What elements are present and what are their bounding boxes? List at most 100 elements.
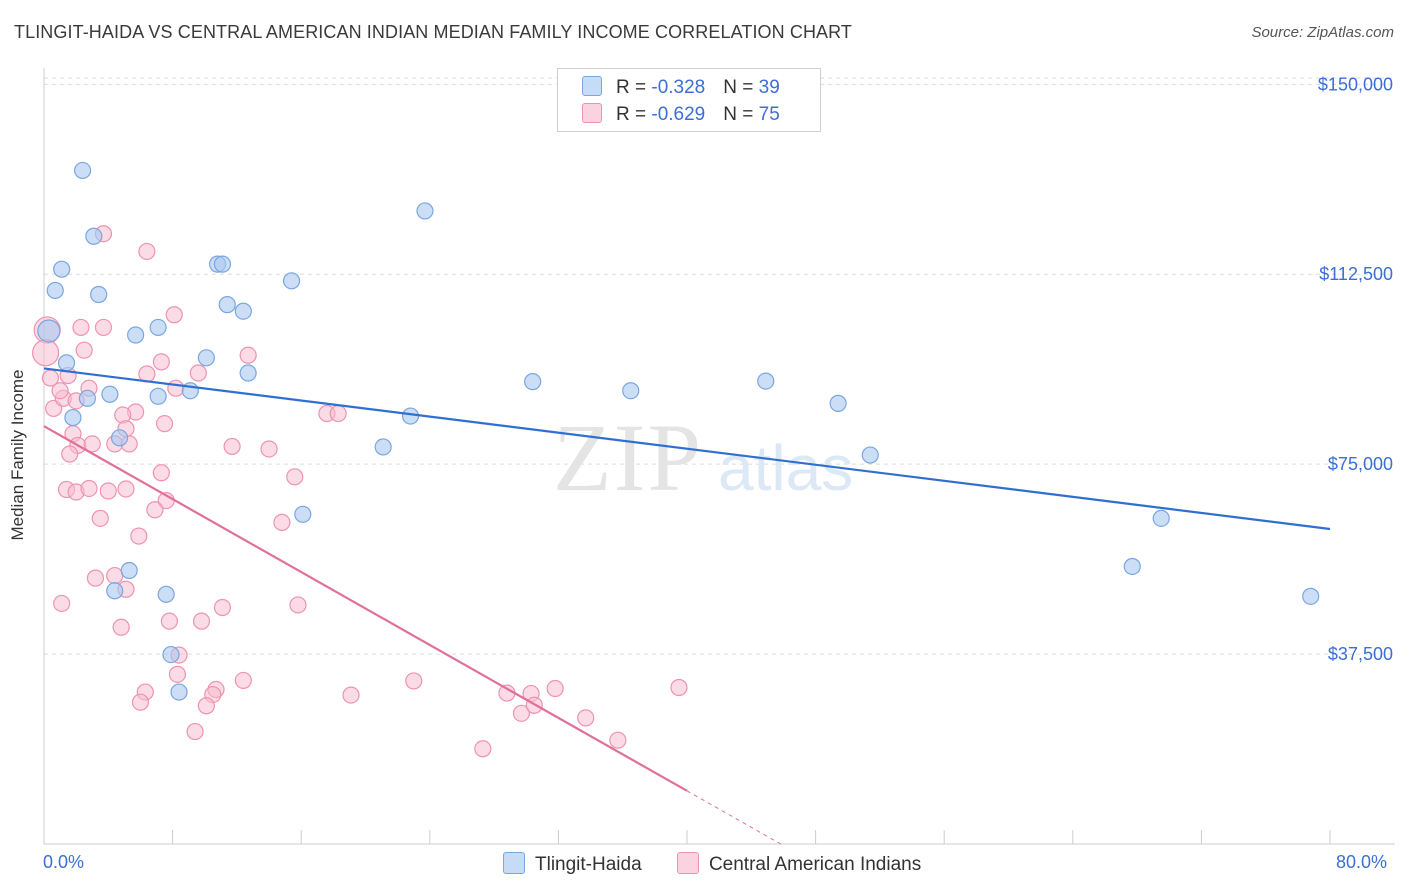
point-central-american-indians	[53, 594, 71, 613]
watermark-atlas: atlas	[718, 432, 853, 504]
point-tlingit-haida	[127, 326, 145, 344]
legend-r-label: R =	[616, 77, 652, 98]
point-tlingit-haida	[110, 429, 129, 447]
point-central-american-indians	[474, 740, 492, 758]
correlation-legend: R = -0.328 N = 39 R = -0.629 N = 75	[557, 68, 821, 132]
axes-layer	[43, 68, 1395, 845]
point-central-american-indians	[286, 468, 304, 486]
point-central-american-indians	[117, 480, 135, 498]
y-tick-label: $112,500	[1319, 264, 1393, 284]
x-tick-label-min: 0.0%	[43, 852, 85, 872]
y-tick-label: $75,000	[1328, 454, 1393, 474]
point-central-american-indians	[168, 665, 187, 683]
point-tlingit-haida	[234, 302, 252, 320]
point-central-american-indians	[546, 679, 564, 698]
point-central-american-indians	[186, 722, 204, 741]
trend-line-central-american-indians	[43, 425, 688, 792]
x-tick-label-max: 80.0%	[1336, 852, 1388, 872]
point-central-american-indians	[146, 501, 164, 519]
point-tlingit-haida	[37, 319, 61, 343]
legend-n-label: N =	[723, 104, 759, 125]
point-central-american-indians	[329, 404, 347, 423]
point-tlingit-haida	[374, 438, 392, 456]
point-tlingit-haida	[524, 373, 542, 391]
point-tlingit-haida	[829, 394, 847, 412]
point-central-american-indians	[223, 437, 241, 456]
point-central-american-indians	[91, 509, 109, 527]
point-central-american-indians	[51, 382, 69, 400]
point-tlingit-haida	[416, 202, 434, 220]
point-tlingit-haida	[157, 585, 175, 603]
legend-label: Central American Indians	[708, 854, 922, 875]
point-tlingit-haida	[197, 349, 215, 367]
point-central-american-indians	[189, 364, 207, 382]
point-tlingit-haida	[1152, 509, 1170, 527]
point-tlingit-haida	[78, 389, 97, 407]
trend-line-extension	[686, 790, 784, 846]
legend-r-label: R =	[616, 104, 652, 125]
point-tlingit-haida	[149, 318, 167, 337]
point-central-american-indians	[152, 353, 170, 371]
point-central-american-indians	[155, 415, 174, 433]
point-central-american-indians	[160, 612, 178, 630]
legend-swatch-blue	[582, 76, 602, 96]
point-central-american-indians	[167, 379, 185, 397]
point-tlingit-haida	[622, 382, 640, 400]
point-central-american-indians	[106, 566, 124, 585]
watermark-zip: ZIP	[553, 404, 703, 511]
point-central-american-indians	[213, 598, 232, 617]
point-central-american-indians	[75, 341, 93, 359]
point-tlingit-haida	[401, 407, 420, 425]
point-tlingit-haida	[46, 281, 64, 300]
legend-n-label: N =	[723, 77, 759, 98]
point-central-american-indians	[273, 513, 291, 532]
point-central-american-indians	[239, 346, 257, 364]
point-tlingit-haida	[90, 285, 108, 304]
point-tlingit-haida	[218, 296, 236, 314]
y-tick-label: $37,500	[1328, 644, 1393, 664]
y-tick-label: $150,000	[1318, 74, 1393, 94]
legend-swatch-blue	[503, 852, 525, 874]
point-central-american-indians	[72, 318, 90, 337]
legend-n-value: 39	[758, 77, 780, 98]
legend-r-value: -0.328	[651, 77, 706, 98]
point-central-american-indians	[165, 306, 183, 324]
legend-label: Tlingit-Haida	[535, 854, 642, 875]
point-tlingit-haida	[162, 645, 180, 664]
point-tlingit-haida	[213, 255, 232, 273]
point-central-american-indians	[130, 527, 148, 545]
point-central-american-indians	[192, 612, 211, 630]
trend-line-tlingit-haida	[43, 367, 1331, 531]
point-tlingit-haida	[282, 272, 301, 290]
trend-lines	[43, 367, 1331, 846]
legend-row-central-american: R = -0.629 N = 75	[582, 103, 780, 125]
blue-points	[37, 161, 1320, 701]
point-central-american-indians	[289, 596, 307, 614]
legend-swatch-pink	[582, 103, 602, 123]
point-tlingit-haida	[861, 446, 879, 464]
legend-r-value: -0.629	[651, 104, 706, 125]
legend-item-central-american-indians: Central American Indians	[676, 852, 922, 876]
point-central-american-indians	[138, 242, 156, 261]
point-tlingit-haida	[101, 385, 119, 403]
point-central-american-indians	[234, 671, 252, 690]
point-tlingit-haida	[294, 505, 312, 523]
point-central-american-indians	[99, 482, 117, 500]
chart-title: TLINGIT-HAIDA VS CENTRAL AMERICAN INDIAN…	[14, 22, 853, 42]
point-tlingit-haida	[1123, 557, 1141, 576]
point-central-american-indians	[86, 569, 105, 587]
point-tlingit-haida	[85, 227, 103, 245]
point-central-american-indians	[131, 693, 150, 711]
legend-n-value: 75	[758, 104, 780, 125]
point-tlingit-haida	[757, 372, 775, 390]
point-tlingit-haida	[57, 354, 76, 372]
legend-row-tlingit: R = -0.328 N = 39	[582, 76, 780, 98]
point-central-american-indians	[577, 709, 595, 727]
point-tlingit-haida	[64, 408, 82, 427]
point-central-american-indians	[83, 435, 101, 453]
point-central-american-indians	[405, 672, 423, 690]
point-central-american-indians	[512, 704, 531, 722]
point-central-american-indians	[609, 731, 627, 749]
legend-swatch-pink	[676, 852, 699, 874]
